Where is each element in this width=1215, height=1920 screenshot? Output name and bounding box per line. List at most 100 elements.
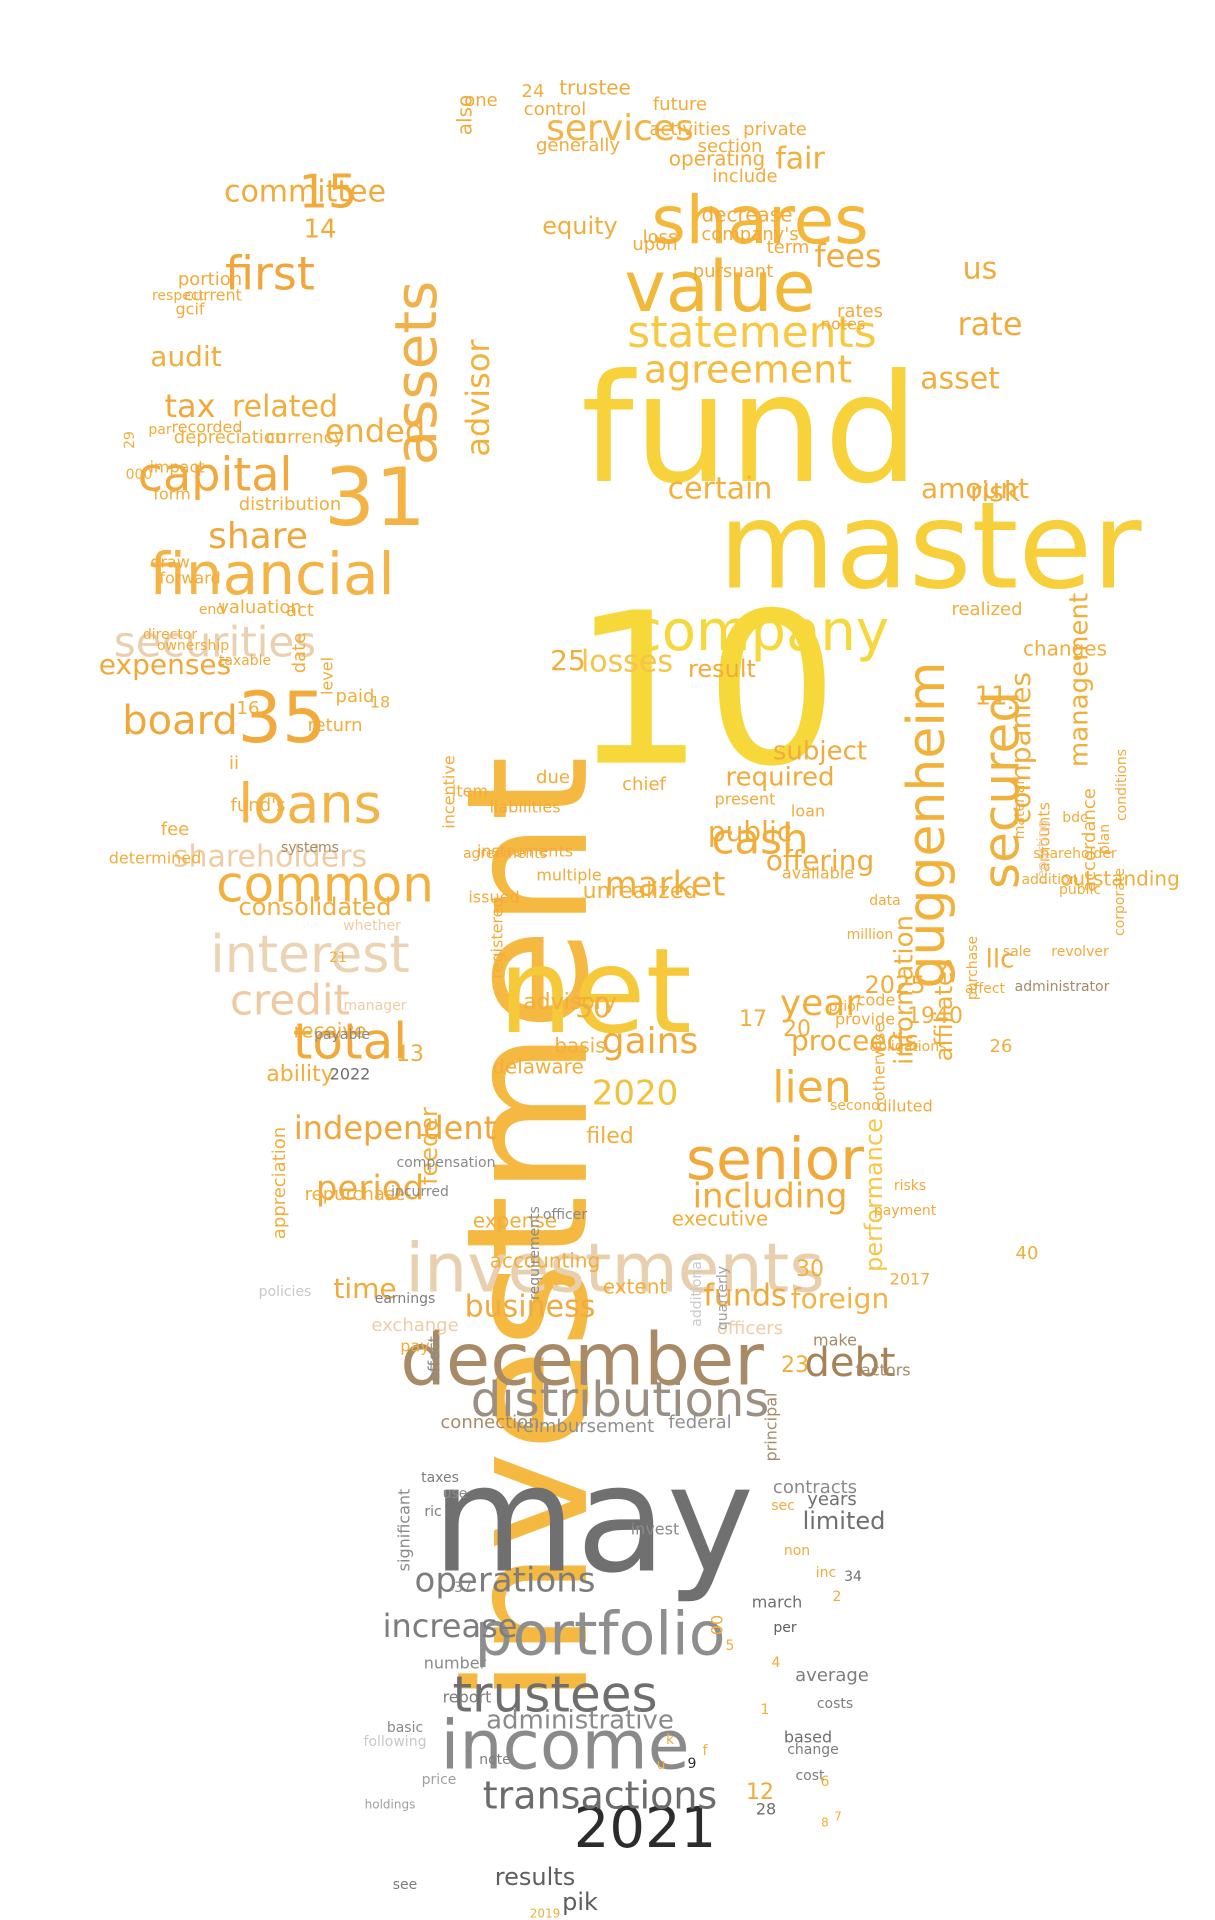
cloud-word: subject: [773, 737, 867, 767]
cloud-word: multiple: [536, 866, 601, 885]
cloud-word: 26: [990, 1036, 1013, 1057]
cloud-word: amounts: [1035, 802, 1054, 872]
cloud-word: proceeds: [791, 1024, 919, 1057]
cloud-word: portfolio: [475, 1600, 726, 1670]
cloud-word: management: [1065, 593, 1095, 767]
cloud-word: 2021: [574, 1796, 717, 1861]
cloud-word: committee: [224, 175, 386, 210]
cloud-word: 28: [756, 1800, 776, 1819]
cloud-word: upon: [632, 234, 677, 255]
cloud-word: filed: [586, 1124, 633, 1149]
cloud-word: instruments: [477, 842, 573, 861]
cloud-word: 50: [575, 991, 611, 1024]
cloud-word: changes: [1023, 637, 1107, 661]
cloud-word: significant: [395, 1489, 414, 1572]
cloud-word: u: [657, 1757, 666, 1773]
cloud-word: code: [857, 991, 896, 1010]
cloud-word: advisory: [523, 990, 617, 1015]
cloud-word: generally: [536, 135, 620, 156]
cloud-word: costs: [817, 1696, 853, 1712]
cloud-word: results: [495, 1863, 575, 1891]
cloud-word: depreciation: [174, 427, 286, 448]
cloud-word: fees: [814, 237, 881, 275]
cloud-word: year: [780, 983, 861, 1024]
cloud-word: company: [631, 599, 889, 664]
cloud-word: number: [424, 1654, 487, 1673]
cloud-word: 2019: [530, 1907, 561, 1920]
cloud-word: report: [443, 1688, 492, 1707]
cloud-word: trustee: [559, 76, 631, 100]
cloud-word: certain: [668, 472, 773, 507]
cloud-word: agreements: [463, 846, 547, 862]
cloud-word: interest: [210, 925, 410, 985]
cloud-word: operating: [669, 147, 765, 171]
cloud-word: available: [782, 864, 854, 883]
cloud-word: assets: [382, 281, 450, 466]
cloud-word: board: [122, 698, 238, 744]
cloud-word: services: [546, 108, 694, 149]
cloud-word: securities: [114, 618, 316, 667]
cloud-word: pay: [400, 1337, 429, 1356]
cloud-word: issued: [468, 888, 519, 907]
cloud-word: whether: [343, 918, 401, 934]
cloud-word: share: [208, 516, 308, 557]
cloud-word: time: [333, 1272, 396, 1305]
cloud-word: 16: [237, 698, 260, 719]
cloud-word: end: [199, 602, 225, 618]
cloud-word: investment: [430, 756, 626, 1705]
cloud-word: 31: [324, 451, 426, 544]
cloud-word: one: [464, 90, 498, 111]
cloud-word: funds: [703, 1279, 786, 1314]
cloud-word: debt: [804, 1340, 895, 1386]
cloud-word: 20: [783, 1017, 811, 1042]
cloud-word: systems: [281, 840, 339, 856]
cloud-word: distribution: [239, 494, 342, 515]
cloud-word: determined: [109, 849, 202, 868]
cloud-word: administrative: [486, 1706, 674, 1736]
cloud-word: incentive: [440, 755, 459, 828]
cloud-word: currency: [266, 427, 345, 448]
cloud-word: bdc: [1062, 810, 1087, 826]
cloud-word: expenses: [99, 648, 231, 681]
cloud-word: provide: [835, 1010, 895, 1029]
cloud-word: non: [784, 1543, 810, 1559]
cloud-word: asset: [920, 362, 1000, 397]
cloud-word: including: [693, 1177, 848, 1217]
cloud-word: policies: [259, 1284, 312, 1300]
cloud-word: business: [465, 1290, 596, 1325]
cloud-word: shareholder: [1033, 846, 1117, 862]
cloud-word: amount: [921, 472, 1029, 505]
cloud-word: delaware: [492, 1055, 584, 1079]
cloud-word: market: [605, 865, 726, 905]
cloud-word: result: [688, 655, 756, 683]
cloud-word: equity: [542, 212, 618, 240]
cloud-word: related: [232, 390, 338, 425]
cloud-word: risk: [970, 475, 1021, 508]
cloud-word: senior: [686, 1125, 864, 1193]
cloud-word: conditions: [1114, 749, 1130, 821]
cloud-word: consolidated: [239, 893, 392, 921]
cloud-word: 2020: [592, 1074, 679, 1114]
cloud-word: sale: [1003, 944, 1031, 960]
cloud-word: 2025: [864, 971, 925, 999]
cloud-word: note: [479, 1752, 511, 1768]
cloud-word: 12: [746, 1780, 774, 1805]
cloud-word: prior: [829, 999, 862, 1015]
cloud-word: company's: [701, 224, 798, 245]
cloud-word: k: [666, 1732, 675, 1748]
cloud-word: federal: [668, 1412, 731, 1433]
cloud-word: additional: [689, 1257, 705, 1327]
cloud-word: 37: [454, 1580, 472, 1596]
cloud-word: 23: [781, 1353, 809, 1378]
cloud-word: 30: [796, 1257, 824, 1282]
cloud-word: cost: [795, 1768, 825, 1784]
cloud-word: statements: [627, 307, 876, 358]
cloud-word: pik: [562, 1888, 598, 1916]
cloud-word: 8: [821, 1816, 829, 1830]
cloud-word: connection: [440, 1412, 539, 1433]
cloud-word: us: [963, 252, 998, 287]
cloud-word: credit: [230, 976, 350, 1025]
cloud-word: present: [715, 790, 776, 809]
cloud-word: basis: [554, 1034, 605, 1058]
cloud-word: lien: [772, 1062, 851, 1113]
